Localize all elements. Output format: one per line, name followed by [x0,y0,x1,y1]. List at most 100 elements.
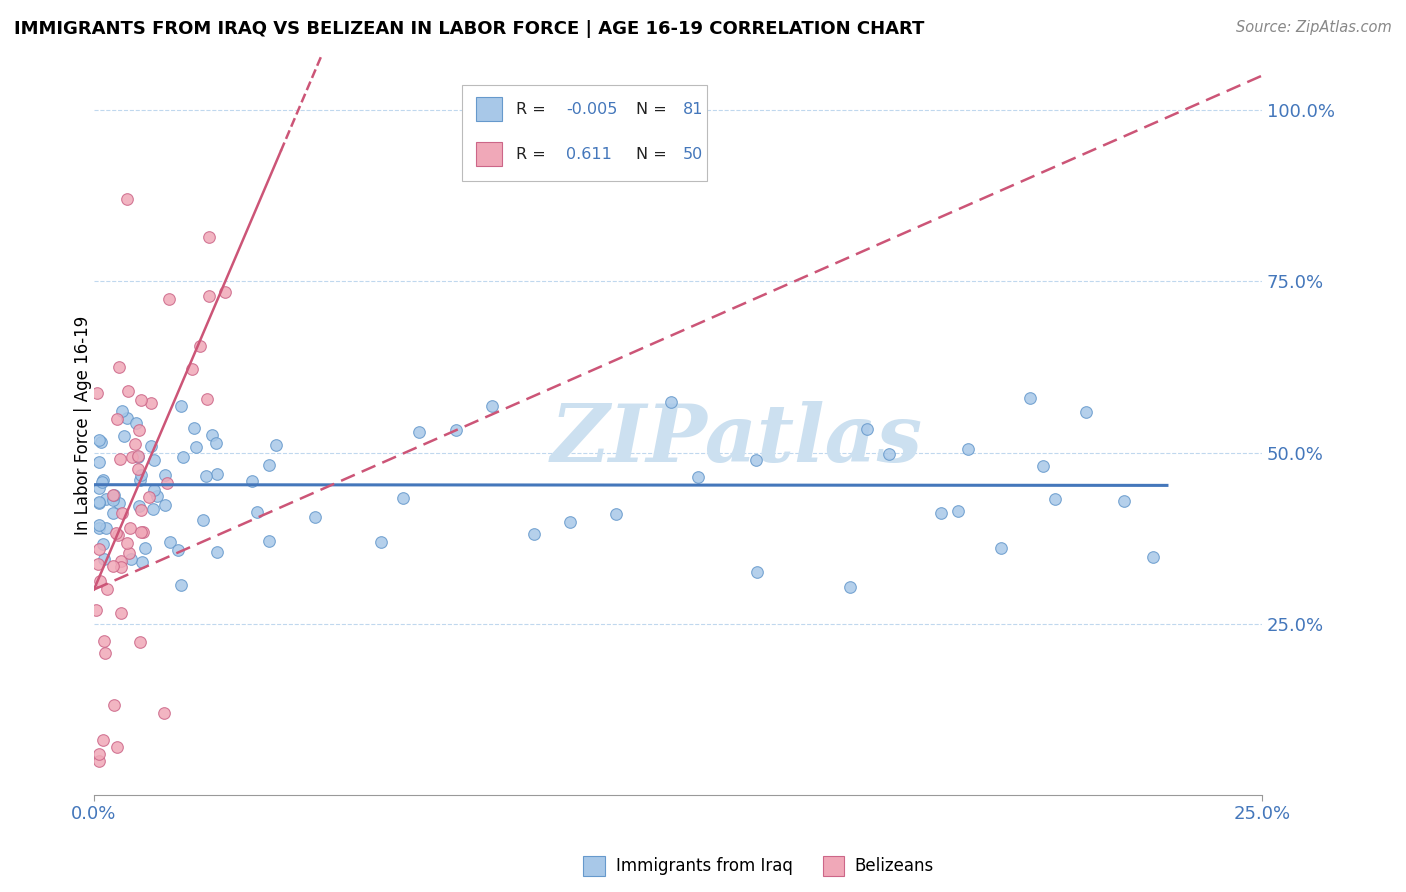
Point [142,502,165,516]
Point [115,192,138,206]
Point [1032,458,1054,473]
Point [205,467,228,481]
Point [1112,493,1135,508]
Point [747,565,769,579]
Point [87,495,110,509]
Point [183,421,205,435]
Point [94,521,117,535]
Point [115,411,138,425]
Point [96,491,118,506]
Point [87,455,110,469]
Text: Belizeans: Belizeans [855,857,934,875]
Point [87,521,110,535]
Point [142,483,165,497]
Point [87,754,110,768]
Point [108,451,131,466]
Point [91,537,114,551]
Point [107,527,129,541]
Point [169,399,191,413]
Point [929,506,952,520]
Point [87,496,110,510]
Point [172,450,194,465]
Point [240,474,263,488]
Point [129,635,152,649]
Point [1018,392,1040,406]
Point [127,450,149,465]
Point [191,513,214,527]
Point [946,504,969,518]
FancyBboxPatch shape [461,85,707,181]
Point [120,521,142,535]
Point [120,552,142,566]
Point [146,490,169,504]
Text: 50: 50 [682,147,703,161]
Point [103,491,125,505]
Point [87,433,110,447]
Point [110,606,132,620]
Point [105,412,128,426]
Point [87,542,110,557]
Point [170,578,193,592]
Point [86,557,108,571]
Point [89,574,111,588]
Point [110,553,132,567]
Point [91,475,114,489]
Point [128,499,150,513]
Text: 0.611: 0.611 [565,147,612,161]
Point [200,428,222,442]
Point [1142,550,1164,565]
Point [129,467,152,482]
Point [127,449,149,463]
Point [103,559,125,574]
Point [560,515,582,529]
Point [103,698,125,712]
Point [744,453,766,467]
Point [93,633,115,648]
Point [153,498,176,512]
Point [129,393,152,408]
Point [103,488,125,502]
Y-axis label: In Labor Force | Age 16-19: In Labor Force | Age 16-19 [75,316,91,534]
Bar [475,97,502,121]
Text: ZIPatlas: ZIPatlas [550,401,922,479]
Text: IMMIGRANTS FROM IRAQ VS BELIZEAN IN LABOR FORCE | AGE 16-19 CORRELATION CHART: IMMIGRANTS FROM IRAQ VS BELIZEAN IN LABO… [14,20,924,37]
Point [129,525,152,540]
Point [111,506,134,520]
Point [408,425,430,439]
Point [195,392,218,406]
Point [139,439,162,453]
Point [127,461,149,475]
Point [205,545,228,559]
Point [156,475,179,490]
Point [444,424,467,438]
Point [605,507,627,521]
Point [990,541,1012,556]
Point [181,361,204,376]
Point [101,492,124,507]
Point [257,533,280,548]
Point [129,503,152,517]
Point [93,552,115,566]
Point [108,359,131,374]
Point [118,546,141,560]
Point [194,468,217,483]
Point [101,488,124,502]
Point [392,491,415,506]
Text: Source: ZipAtlas.com: Source: ZipAtlas.com [1236,20,1392,35]
Text: -0.005: -0.005 [565,102,617,117]
Point [839,581,862,595]
Point [956,442,979,457]
Text: N =: N = [636,147,672,161]
Point [198,289,221,303]
Point [134,541,156,555]
Point [198,230,221,244]
Point [117,384,139,398]
Point [131,555,153,569]
Point [124,437,146,451]
Point [1076,405,1098,419]
Point [879,447,901,461]
Point [143,452,166,467]
Point [264,438,287,452]
Point [481,400,503,414]
Point [117,535,139,549]
